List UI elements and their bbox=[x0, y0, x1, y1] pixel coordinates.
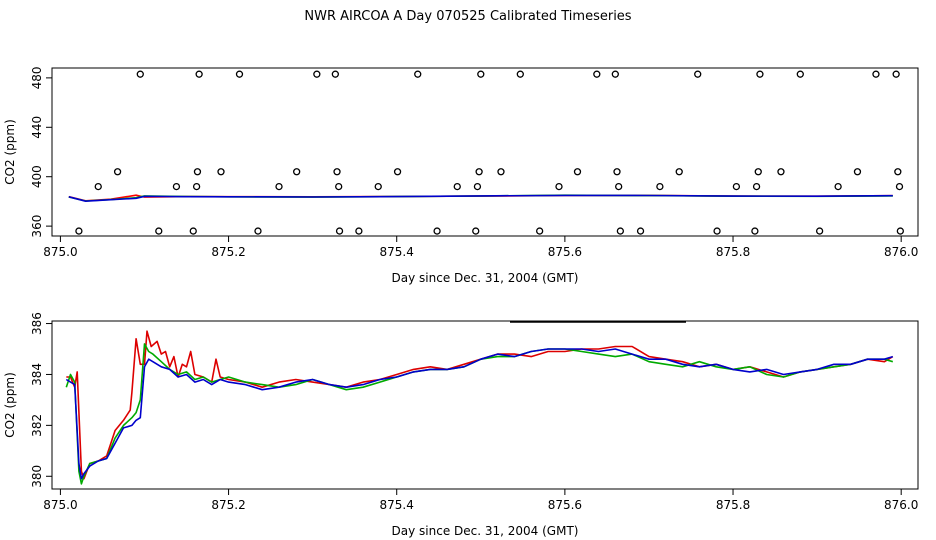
scatter-point bbox=[892, 70, 900, 78]
scatter-point bbox=[872, 70, 880, 78]
series-green-line bbox=[65, 343, 894, 485]
scatter-point bbox=[815, 227, 824, 235]
panel-bottom-ylabel: CO2 (ppm) bbox=[3, 372, 17, 438]
scatter-point bbox=[355, 227, 363, 235]
scatter-point bbox=[374, 182, 382, 191]
scatter-point bbox=[94, 182, 102, 191]
x-tick-label: 875.4 bbox=[380, 498, 414, 512]
scatter-point bbox=[675, 168, 683, 176]
scatter-point bbox=[894, 168, 902, 176]
panel-top-xlabel: Day since Dec. 31, 2004 (GMT) bbox=[392, 271, 579, 285]
x-tick-label: 875.0 bbox=[43, 498, 77, 512]
y-tick-label: 384 bbox=[30, 363, 44, 386]
scatter-point bbox=[516, 70, 524, 78]
scatter-point bbox=[335, 182, 343, 191]
series-blue-line bbox=[65, 348, 894, 480]
panel-top-series bbox=[68, 194, 893, 202]
panel-top-axes: 875.0 875.2 875.4 875.6 875.8 876.0 360 400 440 4… bbox=[30, 66, 918, 259]
scatter-point bbox=[113, 168, 122, 176]
scatter-point bbox=[275, 182, 283, 191]
y-tick-label: 480 bbox=[30, 66, 44, 89]
y-tick-label: 380 bbox=[30, 465, 44, 488]
scatter-point bbox=[333, 168, 341, 176]
scatter-point bbox=[136, 70, 144, 78]
scatter-point bbox=[752, 182, 761, 191]
panel-bottom: 875.0 875.2 875.4 875.6 875.8 876.0 380 382 384 3… bbox=[3, 312, 919, 538]
x-tick-label: 875.4 bbox=[380, 245, 414, 259]
x-tick-label: 875.8 bbox=[716, 245, 750, 259]
panel-bottom-frame bbox=[51, 320, 919, 490]
scatter-point bbox=[472, 227, 480, 235]
scatter-point bbox=[189, 227, 197, 235]
scatter-point bbox=[834, 182, 842, 191]
scatter-point bbox=[335, 227, 344, 235]
scatter-point bbox=[756, 70, 764, 78]
scatter-point bbox=[331, 70, 339, 78]
scatter-point bbox=[611, 70, 619, 78]
x-tick-label: 876.0 bbox=[884, 245, 918, 259]
scatter-point bbox=[573, 168, 582, 176]
scatter-point bbox=[313, 70, 321, 78]
panel-top-ylabel: CO2 (ppm) bbox=[3, 119, 17, 185]
series-blue-line bbox=[68, 194, 893, 202]
x-tick-label: 875.0 bbox=[43, 245, 77, 259]
panel-top: 875.0 875.2 875.4 875.6 875.8 876.0 360 400 440 4… bbox=[3, 66, 919, 285]
scatter-point bbox=[732, 182, 741, 191]
scatter-point bbox=[217, 168, 225, 176]
scatter-point bbox=[796, 70, 804, 78]
x-tick-label: 875.2 bbox=[211, 498, 245, 512]
x-tick-label: 875.8 bbox=[716, 498, 750, 512]
panel-bottom-xlabel: Day since Dec. 31, 2004 (GMT) bbox=[392, 524, 579, 538]
scatter-point bbox=[75, 227, 83, 235]
scatter-point bbox=[853, 168, 862, 176]
scatter-point bbox=[615, 182, 623, 191]
scatter-point bbox=[393, 168, 402, 176]
scatter-point bbox=[497, 168, 505, 176]
scatter-point bbox=[896, 227, 904, 235]
scatter-point bbox=[895, 182, 904, 191]
chart-title: NWR AIRCOA A Day 070525 Calibrated Times… bbox=[304, 9, 632, 24]
y-tick-label: 400 bbox=[30, 165, 44, 188]
x-tick-label: 875.2 bbox=[211, 245, 245, 259]
scatter-point bbox=[192, 182, 201, 191]
scatter-point bbox=[473, 182, 482, 191]
x-tick-label: 875.6 bbox=[548, 498, 582, 512]
scatter-point bbox=[593, 70, 601, 78]
scatter-point bbox=[235, 70, 244, 78]
scatter-point bbox=[536, 227, 544, 235]
scatter-point bbox=[777, 168, 785, 176]
scatter-point bbox=[475, 168, 483, 176]
scatter-point bbox=[613, 168, 621, 176]
scatter-point bbox=[414, 70, 422, 78]
scatter-point bbox=[636, 227, 645, 235]
scatter-point bbox=[195, 70, 203, 78]
y-tick-label: 386 bbox=[30, 312, 44, 335]
panel-top-points bbox=[75, 70, 904, 235]
scatter-point bbox=[751, 227, 759, 235]
y-tick-label: 440 bbox=[30, 116, 44, 139]
scatter-point bbox=[155, 227, 163, 235]
panel-top-frame bbox=[51, 67, 919, 237]
scatter-point bbox=[193, 168, 202, 176]
scatter-point bbox=[754, 168, 762, 176]
scatter-point bbox=[555, 182, 563, 191]
series-red-line bbox=[66, 330, 894, 480]
scatter-point bbox=[172, 182, 181, 191]
scatter-point bbox=[453, 182, 461, 191]
x-tick-label: 875.6 bbox=[548, 245, 582, 259]
scatter-point bbox=[656, 182, 664, 191]
y-tick-label: 360 bbox=[30, 215, 44, 238]
scatter-point bbox=[293, 168, 301, 176]
panel-bottom-series bbox=[65, 330, 894, 485]
scatter-point bbox=[713, 227, 721, 235]
scatter-point bbox=[254, 227, 262, 235]
x-tick-label: 876.0 bbox=[884, 498, 918, 512]
scatter-point bbox=[477, 70, 485, 78]
panel-bottom-axes: 875.0 875.2 875.4 875.6 875.8 876.0 380 382 384 3… bbox=[30, 312, 918, 512]
scatter-point bbox=[433, 227, 441, 235]
scatter-point bbox=[694, 70, 702, 78]
scatter-point bbox=[616, 227, 625, 235]
y-tick-label: 382 bbox=[30, 414, 44, 437]
